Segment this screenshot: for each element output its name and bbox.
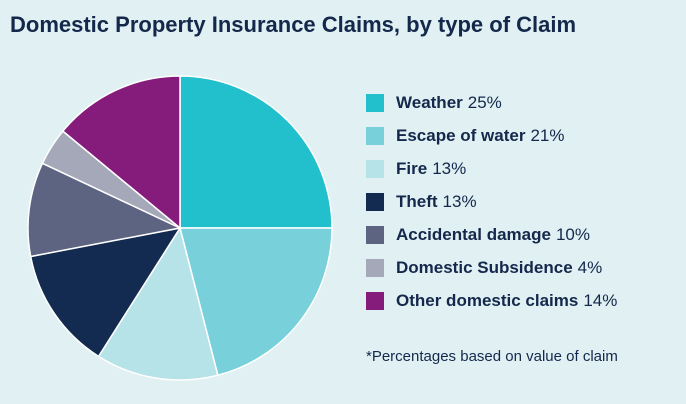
legend-label: Theft — [396, 191, 438, 211]
legend-item: Accidental damage 10% — [366, 224, 617, 245]
legend-item: Fire 13% — [366, 158, 617, 179]
legend-swatch — [366, 225, 384, 244]
pie-slice-3 — [29, 227, 181, 358]
legend-label: Other domestic claims — [396, 290, 579, 310]
legend-value: 4% — [577, 257, 603, 277]
pie-slice-1 — [179, 227, 333, 376]
legend-item: Escape of water 21% — [366, 125, 617, 146]
legend-value: 21% — [530, 125, 565, 145]
legend-item: Weather 25% — [366, 92, 617, 113]
legend-swatch — [366, 93, 384, 112]
legend-swatch — [366, 192, 384, 211]
legend-value: 25% — [467, 92, 502, 112]
legend-swatch — [366, 258, 384, 277]
legend-label: Weather — [396, 92, 463, 112]
legend-swatch — [366, 291, 384, 310]
legend-item: Other domestic claims 14% — [366, 290, 617, 311]
pie-slice-6 — [62, 75, 181, 229]
legend-value: 13% — [432, 158, 467, 178]
chart-legend: Weather 25% Escape of water 21% Fire 13% Theft… — [366, 92, 617, 323]
legend-swatch — [366, 126, 384, 145]
chart-title: Domestic Property Insurance Claims, by t… — [10, 12, 577, 37]
pie-slice-0 — [179, 75, 333, 229]
pie-slice-2 — [97, 227, 219, 381]
legend-label: Accidental damage — [396, 224, 551, 244]
legend-item: Domestic Subsidence 4% — [366, 257, 617, 278]
legend-label: Domestic Subsidence — [396, 257, 573, 277]
pie-slice-4 — [27, 162, 181, 258]
footnote: *Percentages based on value of claim — [366, 348, 618, 365]
legend-label: Fire — [396, 158, 428, 178]
legend-swatch — [366, 159, 384, 178]
legend-item: Theft 13% — [366, 191, 617, 212]
legend-value: 13% — [442, 191, 477, 211]
legend-value: 10% — [555, 224, 590, 244]
legend-label: Escape of water — [396, 125, 526, 145]
legend-value: 14% — [583, 290, 618, 310]
